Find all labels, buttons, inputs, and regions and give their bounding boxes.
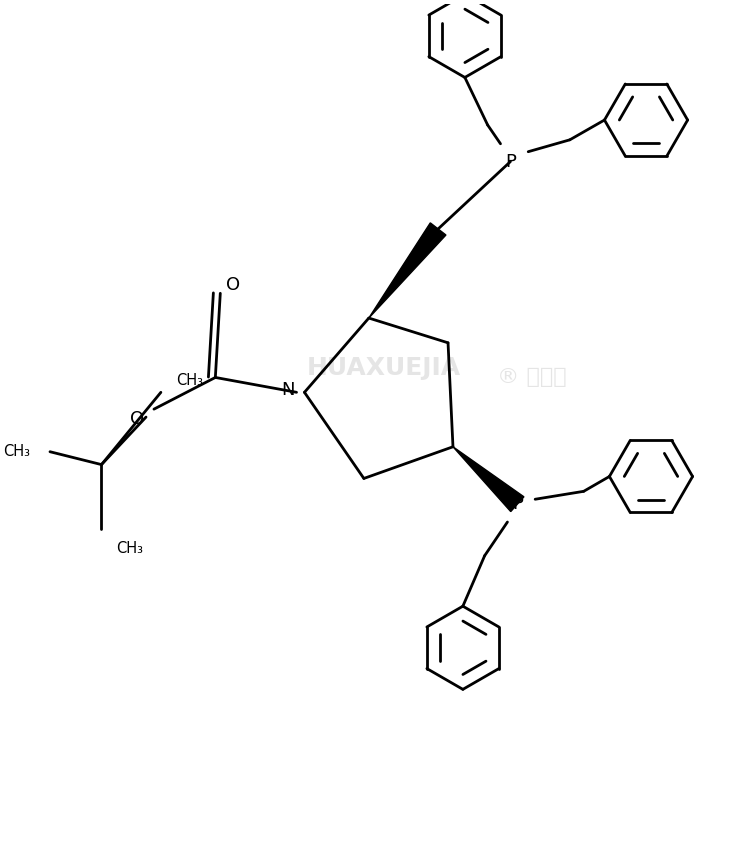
Text: P: P: [512, 495, 523, 513]
Text: ® 化学加: ® 化学加: [497, 368, 567, 387]
Text: CH₃: CH₃: [3, 444, 30, 459]
Text: O: O: [130, 410, 144, 428]
Text: O: O: [226, 276, 240, 295]
Text: P: P: [505, 152, 516, 170]
Polygon shape: [368, 223, 446, 318]
Text: HUAXUEJIA: HUAXUEJIA: [307, 356, 461, 379]
Text: CH₃: CH₃: [117, 541, 144, 556]
Text: N: N: [281, 381, 295, 399]
Polygon shape: [453, 446, 524, 512]
Text: CH₃: CH₃: [176, 373, 203, 388]
